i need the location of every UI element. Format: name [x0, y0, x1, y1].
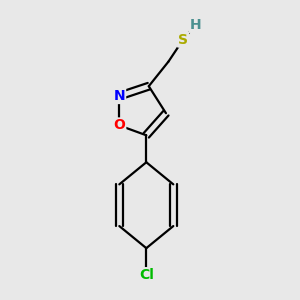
Text: S: S [178, 33, 188, 46]
Text: H: H [190, 18, 201, 32]
Text: Cl: Cl [139, 268, 154, 282]
Text: O: O [113, 118, 125, 133]
Text: N: N [113, 89, 125, 103]
